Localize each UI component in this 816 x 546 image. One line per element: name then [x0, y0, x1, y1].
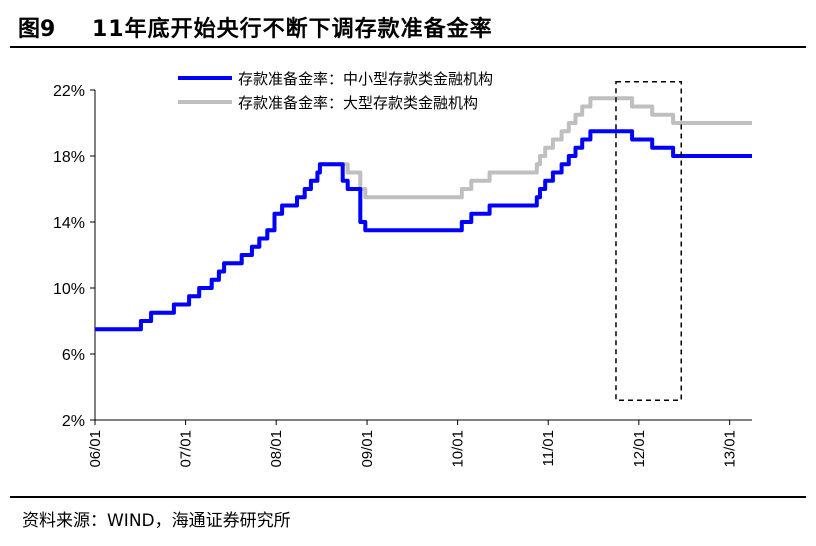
- figure-number: 图9: [18, 17, 56, 42]
- y-tick-label: 22%: [53, 83, 85, 100]
- x-tick-label: 08/01: [268, 430, 285, 468]
- x-tick-label: 11/01: [540, 430, 557, 466]
- y-tick-label: 18%: [53, 149, 85, 166]
- legend-label-1: 存款准备金率：大型存款类金融机构: [238, 94, 478, 112]
- series-line-0: [95, 129, 752, 332]
- highlight-box: [615, 81, 683, 401]
- series-layer: [95, 96, 752, 332]
- y-tick-label: 10%: [53, 281, 85, 298]
- figure-title: 11年底开始央行不断下调存款准备金率: [92, 17, 493, 42]
- y-tick-label: 6%: [62, 347, 85, 364]
- x-tick-label: 10/01: [450, 430, 467, 468]
- x-axis: 06/01 07/01 08/01 09/01 10/01 11/01 12/01 13/01: [87, 419, 752, 468]
- x-tick-label: 06/01: [87, 430, 104, 468]
- x-tick-label: 09/01: [359, 430, 376, 468]
- y-axis: 2% 6% 10% 14% 18% 22%: [53, 83, 96, 430]
- x-tick-label: 07/01: [178, 430, 195, 468]
- figure-header: 图9 11年底开始央行不断下调存款准备金率: [0, 0, 816, 46]
- y-tick-label: 2%: [62, 413, 85, 430]
- legend-label-0: 存款准备金率：中小型存款类金融机构: [238, 70, 493, 88]
- top-rule: [10, 46, 806, 48]
- highlight-box-layer: [615, 81, 683, 401]
- chart: 2% 6% 10% 14% 18% 22% 06/01 07/01 08/01 09/01 10/…: [53, 70, 752, 468]
- x-tick-label: 13/01: [722, 430, 739, 468]
- source-note: 资料来源：WIND，海通证券研究所: [22, 511, 291, 531]
- y-tick-label: 14%: [53, 215, 85, 232]
- x-tick-label: 12/01: [631, 430, 648, 468]
- bottom-rule: [10, 496, 806, 498]
